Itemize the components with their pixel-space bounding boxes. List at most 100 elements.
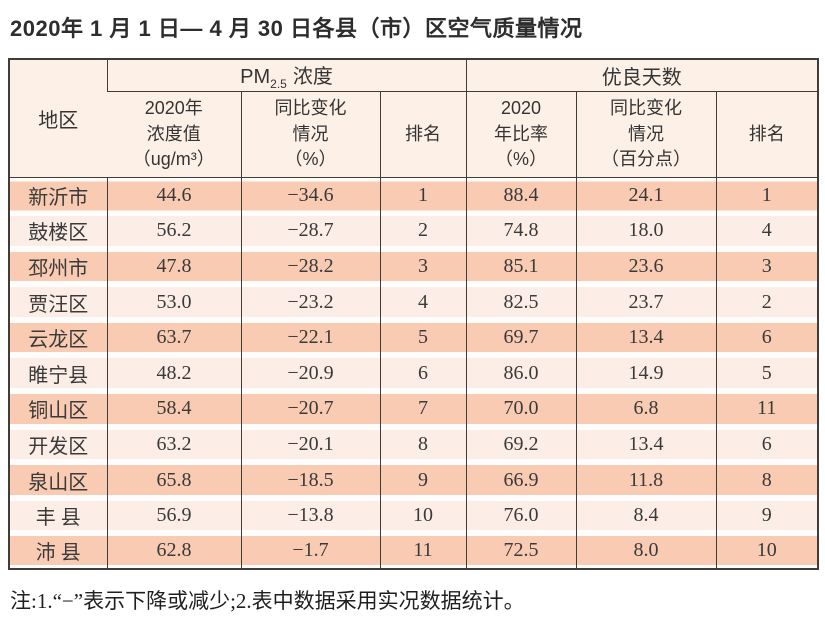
footnote: 注:1.“−”表示下降或减少;2.表中数据采用实况数据统计。 (10, 589, 525, 614)
cell-region: 贾汪区 (9, 284, 107, 320)
header-sub-row: 2020年 浓度值 （ug/m³） 同比变化 情况 （%） 排名 2020 年比… (9, 91, 819, 178)
cell-pm-rank: 10 (379, 497, 467, 534)
cell-gd-rank: 4 (715, 213, 819, 249)
cell-gd-change: 13.4 (575, 426, 717, 463)
cell-pm-change: −13.8 (240, 497, 380, 534)
cell-region: 丰 县 (9, 497, 107, 534)
cell-region: 云龙区 (9, 319, 107, 356)
cell-pm-change: −20.7 (240, 391, 380, 427)
cell-pm-change: −23.2 (240, 284, 380, 320)
cell-gd-rate: 70.0 (465, 391, 577, 427)
cell-gd-change: 13.4 (575, 319, 717, 356)
cell-region: 沛 县 (9, 533, 107, 570)
cell-region: 新沂市 (9, 177, 107, 214)
cell-gd-rate: 72.5 (465, 533, 577, 570)
cell-gd-change: 8.4 (575, 497, 717, 534)
table-row: 沛 县 62.8 −1.7 11 72.5 8.0 10 (9, 533, 819, 570)
header-group-good-days: 优良天数 (465, 59, 819, 92)
cell-pm-value: 63.2 (106, 426, 241, 463)
cell-pm-rank: 7 (379, 391, 467, 427)
cell-gd-rate: 88.4 (465, 177, 577, 214)
cell-pm-value: 58.4 (106, 391, 241, 427)
cell-pm-rank: 4 (379, 284, 467, 320)
cell-pm-value: 53.0 (106, 284, 241, 320)
cell-pm-change: −20.9 (240, 355, 380, 392)
cell-pm-rank: 5 (379, 319, 467, 356)
cell-region: 邳州市 (9, 248, 107, 285)
cell-pm-change: −22.1 (240, 319, 380, 356)
header-group-row: 地区 PM2.5 浓度 优良天数 (9, 59, 819, 178)
cell-gd-rate: 74.8 (465, 213, 577, 249)
cell-pm-value: 62.8 (106, 533, 241, 570)
cell-gd-change: 23.7 (575, 284, 717, 320)
cell-gd-rate: 76.0 (465, 497, 577, 534)
page-title: 2020年 1 月 1 日— 4 月 30 日各县（市）区空气质量情况 (10, 16, 583, 41)
cell-pm-rank: 2 (379, 213, 467, 249)
cell-pm-change: −34.6 (240, 177, 380, 214)
table-row: 丰 县 56.9 −13.8 10 76.0 8.4 9 (9, 497, 819, 534)
cell-pm-rank: 3 (379, 248, 467, 285)
table-row: 云龙区 63.7 −22.1 5 69.7 13.4 6 (9, 319, 819, 356)
cell-pm-value: 48.2 (106, 355, 241, 392)
cell-gd-rate: 85.1 (465, 248, 577, 285)
cell-gd-rank: 2 (715, 284, 819, 320)
header-region: 地区 (9, 59, 107, 178)
cell-gd-rank: 6 (715, 319, 819, 356)
cell-pm-change: −18.5 (240, 462, 380, 498)
table-row: 贾汪区 53.0 −23.2 4 82.5 23.7 2 (9, 284, 819, 320)
cell-pm-value: 44.6 (106, 177, 241, 214)
cell-gd-rate: 82.5 (465, 284, 577, 320)
table-row: 鼓楼区 56.2 −28.7 2 74.8 18.0 4 (9, 213, 819, 249)
cell-gd-rank: 5 (715, 355, 819, 392)
cell-gd-rate: 86.0 (465, 355, 577, 392)
cell-gd-rank: 8 (715, 462, 819, 498)
cell-pm-value: 47.8 (106, 248, 241, 285)
cell-pm-rank: 1 (379, 177, 467, 214)
cell-gd-rate: 66.9 (465, 462, 577, 498)
cell-gd-change: 23.6 (575, 248, 717, 285)
cell-gd-rate: 69.2 (465, 426, 577, 463)
cell-gd-rank: 10 (715, 533, 819, 570)
header-pm-value: 2020年 浓度值 （ug/m³） (107, 91, 241, 178)
table-row: 开发区 63.2 −20.1 8 69.2 13.4 6 (9, 426, 819, 463)
cell-gd-rank: 1 (715, 177, 819, 214)
cell-pm-rank: 6 (379, 355, 467, 392)
cell-region: 鼓楼区 (9, 213, 107, 249)
cell-pm-value: 63.7 (106, 319, 241, 356)
cell-pm-change: −28.2 (240, 248, 380, 285)
table-row: 新沂市 44.6 −34.6 1 88.4 24.1 1 (9, 177, 819, 214)
table-row: 睢宁县 48.2 −20.9 6 86.0 14.9 5 (9, 355, 819, 392)
header-gd-rate: 2020 年比率 （%） (465, 91, 577, 178)
header-pm-rank: 排名 (379, 91, 467, 178)
cell-pm-value: 56.2 (106, 213, 241, 249)
table-body: 新沂市 44.6 −34.6 1 88.4 24.1 1 鼓楼区 56.2 −2… (9, 177, 819, 570)
header-gd-rank: 排名 (715, 91, 819, 178)
cell-gd-change: 14.9 (575, 355, 717, 392)
cell-gd-rank: 11 (715, 391, 819, 427)
cell-pm-change: −1.7 (240, 533, 380, 570)
air-quality-table: 地区 PM2.5 浓度 优良天数 2020年 浓度值 （ug/m³） 同比变化 情… (8, 58, 820, 571)
cell-gd-rate: 69.7 (465, 319, 577, 356)
table-row: 邳州市 47.8 −28.2 3 85.1 23.6 3 (9, 248, 819, 285)
header-pm-change: 同比变化 情况 （%） (240, 91, 380, 178)
pm25-prefix: PM (240, 66, 271, 88)
cell-gd-change: 8.0 (575, 533, 717, 570)
cell-region: 铜山区 (9, 391, 107, 427)
cell-gd-change: 18.0 (575, 213, 717, 249)
cell-pm-change: −28.7 (240, 213, 380, 249)
cell-pm-rank: 11 (379, 533, 467, 570)
cell-gd-change: 6.8 (575, 391, 717, 427)
header-group-pm25: PM2.5 浓度 (106, 59, 467, 92)
cell-gd-rank: 9 (715, 497, 819, 534)
table-header: 地区 PM2.5 浓度 优良天数 2020年 浓度值 （ug/m³） 同比变化 情… (9, 59, 819, 178)
cell-pm-value: 65.8 (106, 462, 241, 498)
cell-pm-value: 56.9 (106, 497, 241, 534)
cell-region: 开发区 (9, 426, 107, 463)
table-row: 泉山区 65.8 −18.5 9 66.9 11.8 8 (9, 462, 819, 498)
cell-region: 睢宁县 (9, 355, 107, 392)
pm25-suffix: 浓度 (292, 66, 333, 88)
cell-gd-rank: 6 (715, 426, 819, 463)
table-row: 铜山区 58.4 −20.7 7 70.0 6.8 11 (9, 391, 819, 427)
pm25-subscript: 2.5 (270, 77, 287, 91)
cell-pm-change: −20.1 (240, 426, 380, 463)
